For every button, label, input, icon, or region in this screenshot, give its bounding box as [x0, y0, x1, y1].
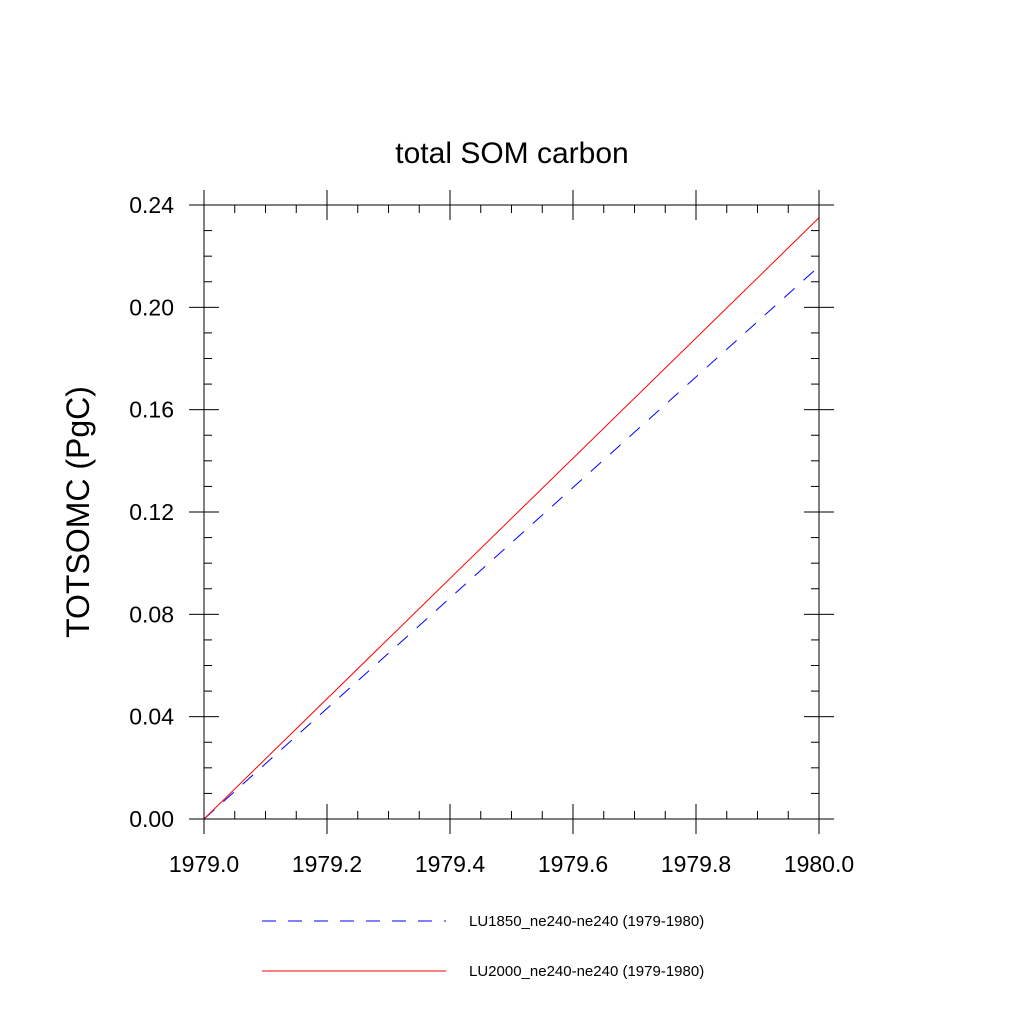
- x-tick-label: 1980.0: [784, 851, 854, 877]
- legend-label-2: LU2000_ne240-ne240 (1979-1980): [469, 963, 704, 980]
- y-tick-label: 0.20: [129, 294, 174, 320]
- axis-ticks: 1979.0 1979.2 1979.4 1979.6 1979.8 1980.0 0.00…: [129, 190, 854, 877]
- y-tick-label: 0.04: [129, 704, 174, 730]
- legend-label-1: LU1850_ne240-ne240 (1979-1980): [469, 913, 704, 930]
- x-tick-label: 1979.4: [415, 851, 486, 877]
- y-tick-label: 0.08: [129, 601, 174, 627]
- legend: LU1850_ne240-ne240 (1979-1980) LU2000_ne2…: [262, 913, 704, 980]
- chart-title: total SOM carbon: [395, 137, 628, 170]
- x-tick-label: 1979.6: [538, 851, 608, 877]
- y-tick-label: 0.00: [129, 806, 174, 832]
- y-tick-label: 0.24: [129, 192, 174, 218]
- x-tick-label: 1979.2: [292, 851, 362, 877]
- x-tick-label: 1979.8: [661, 851, 731, 877]
- x-tick-label: 1979.0: [169, 851, 239, 877]
- series-layer: [203, 217, 820, 820]
- series-line-1: [203, 266, 820, 820]
- plot-frame: [203, 204, 820, 820]
- y-tick-label: 0.12: [129, 499, 174, 525]
- y-tick-label: 0.16: [129, 397, 174, 423]
- series-line-2: [203, 217, 820, 820]
- y-axis-label: TOTSOMC (PgC): [60, 386, 96, 638]
